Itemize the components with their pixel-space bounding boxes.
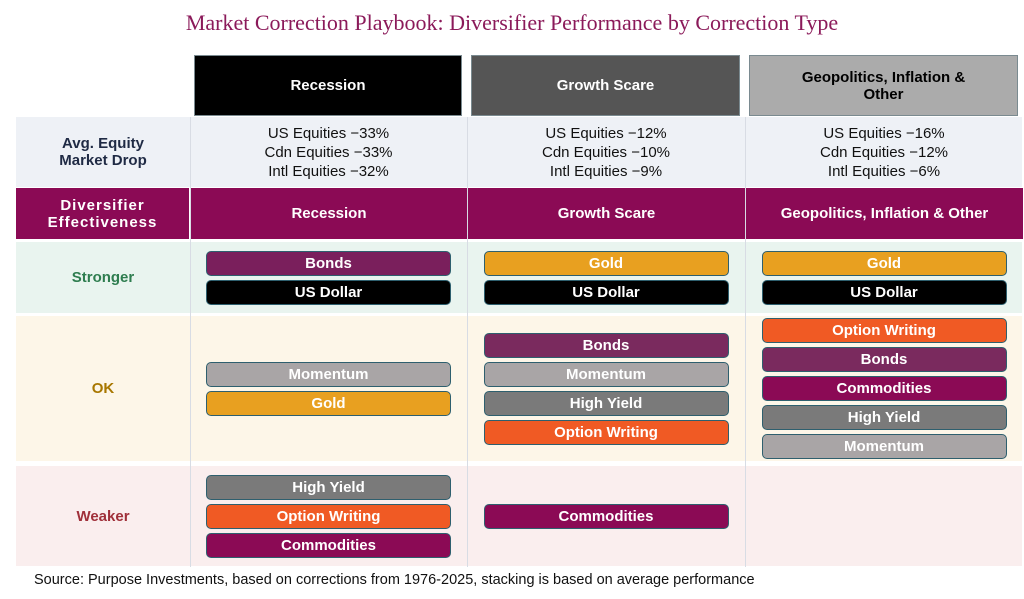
tier-cell (745, 466, 1023, 566)
tier-cell: Option Writing Bonds Commodities High Yield… (745, 316, 1023, 461)
drop-line: Intl Equities −32% (268, 162, 389, 180)
tier-cell: Commodities (467, 466, 745, 566)
diversifier-pill: High Yield (206, 474, 451, 500)
diversifier-pill: Momentum (483, 361, 729, 387)
diversifier-pill: High Yield (761, 405, 1007, 430)
diversifier-pill: Momentum (206, 361, 451, 387)
diversifier-pill: Bonds (206, 250, 451, 276)
drop-cell: US Equities −12% Cdn Equities −10% Intl Eq… (467, 117, 745, 187)
drop-line: Cdn Equities −33% (264, 143, 393, 161)
title: Market Correction Playbook: Diversifier … (185, 10, 839, 35)
diversifier-pill: US Dollar (206, 279, 451, 305)
diversifier-pill: US Dollar (761, 279, 1007, 305)
diversifier-pill: Bonds (761, 347, 1007, 372)
tier-cell: Bonds Momentum High Yield Option Writing (467, 316, 745, 461)
diversifier-pill: Gold (206, 390, 451, 416)
column-divider (745, 117, 746, 567)
drop-row-bg (16, 117, 1022, 187)
column-divider (190, 117, 191, 567)
tier-cell: Gold US Dollar (745, 242, 1023, 313)
diversifier-pill: Option Writing (206, 503, 451, 529)
drop-cell: US Equities −16% Cdn Equities −12% Intl Eq… (745, 117, 1023, 187)
drop-line: US Equities −12% (545, 124, 667, 142)
row-label: Avg. Equity Market Drop (59, 135, 147, 169)
row-label: Diversifier Effectiveness (16, 188, 189, 239)
tier-cell: Momentum Gold (190, 316, 467, 461)
drop-line: US Equities −33% (267, 124, 390, 142)
tier-cell: Gold US Dollar (467, 242, 745, 313)
tier-cell: Bonds US Dollar (190, 242, 467, 313)
diversifier-pill: Commodities (483, 503, 729, 529)
column-divider (467, 117, 468, 567)
drop-line: US Equities −16% (823, 124, 945, 142)
source-note: Source: Purpose Investments, based on co… (34, 572, 755, 588)
drop-line: Cdn Equities −12% (820, 143, 948, 161)
column-header: Growth Scare (468, 188, 745, 239)
tier-label: Stronger (71, 269, 135, 286)
diversifier-pill: Bonds (483, 332, 729, 358)
diversifier-pill: US Dollar (483, 279, 729, 305)
diversifier-pill: Momentum (761, 434, 1007, 459)
tier-cell: High Yield Option Writing Commodities (190, 466, 467, 566)
drop-line: Cdn Equities −10% (542, 143, 670, 161)
column-header: Recession (191, 188, 467, 239)
diversifier-pill: Option Writing (483, 419, 729, 445)
drop-line: Intl Equities −9% (549, 162, 663, 180)
column-header: Recession (194, 55, 462, 116)
diversifier-pill: Gold (761, 250, 1007, 276)
diversifier-pill: Commodities (761, 376, 1007, 401)
diversifier-pill: Option Writing (761, 318, 1007, 343)
diversifier-pill: High Yield (483, 390, 729, 416)
tier-label: OK (91, 380, 115, 397)
column-header: Geopolitics, Inflation & Other (746, 188, 1023, 239)
drop-line: Intl Equities −6% (827, 162, 941, 180)
column-header: Growth Scare (471, 55, 740, 116)
tier-label: Weaker (76, 507, 130, 525)
diversifier-pill: Gold (483, 250, 729, 276)
drop-cell: US Equities −33% Cdn Equities −33% Intl Eq… (190, 117, 467, 187)
column-header: Geopolitics, Inflation & Other (749, 55, 1018, 116)
diversifier-pill: Commodities (206, 532, 451, 558)
